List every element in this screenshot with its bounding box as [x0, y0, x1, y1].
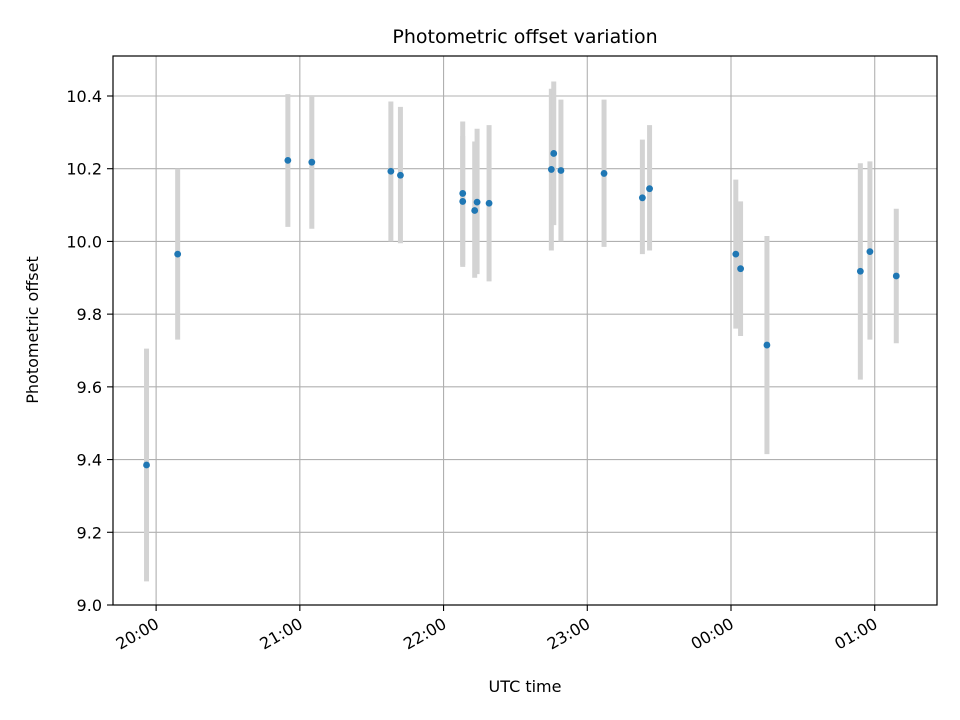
data-point: [856, 267, 864, 275]
data-point: [557, 167, 565, 174]
y-tick-label: 9.0: [77, 596, 102, 615]
y-tick-label: 9.2: [77, 523, 102, 542]
y-tick-label: 9.6: [77, 378, 102, 397]
chart-title: Photometric offset variation: [392, 26, 657, 48]
y-axis-ticks: 9.0 9.2 9.4 9.6 9.8 10.0 10.2 10.4: [66, 87, 113, 615]
data-point: [638, 194, 646, 202]
plot-area-frame: [112, 55, 938, 606]
data-point: [459, 190, 467, 197]
y-tick-label: 10.4: [66, 87, 102, 106]
y-tick-label: 9.8: [77, 305, 102, 324]
y-axis-label: Photometric offset: [23, 256, 42, 404]
data-point: [763, 341, 771, 349]
x-axis-label: UTC time: [489, 677, 562, 696]
data-point: [387, 167, 395, 175]
data-point: [485, 199, 493, 207]
data-point: [732, 250, 740, 258]
data-point: [459, 198, 467, 205]
data-point: [646, 185, 653, 193]
data-point: [284, 156, 292, 164]
data-point: [473, 198, 481, 206]
data-points: [143, 150, 900, 469]
y-tick-label: 9.4: [77, 451, 102, 470]
data-point: [892, 272, 900, 280]
data-point: [600, 170, 608, 177]
y-tick-label: 10.0: [66, 232, 102, 251]
data-point: [737, 265, 744, 273]
data-point: [550, 150, 558, 157]
data-point: [143, 461, 150, 469]
data-point: [547, 166, 555, 173]
y-tick-label: 10.2: [66, 160, 102, 179]
data-point: [174, 250, 182, 258]
data-point: [471, 207, 479, 214]
data-point: [866, 248, 874, 256]
data-point: [308, 158, 316, 166]
grid-lines: [113, 56, 937, 606]
data-point: [397, 171, 404, 179]
